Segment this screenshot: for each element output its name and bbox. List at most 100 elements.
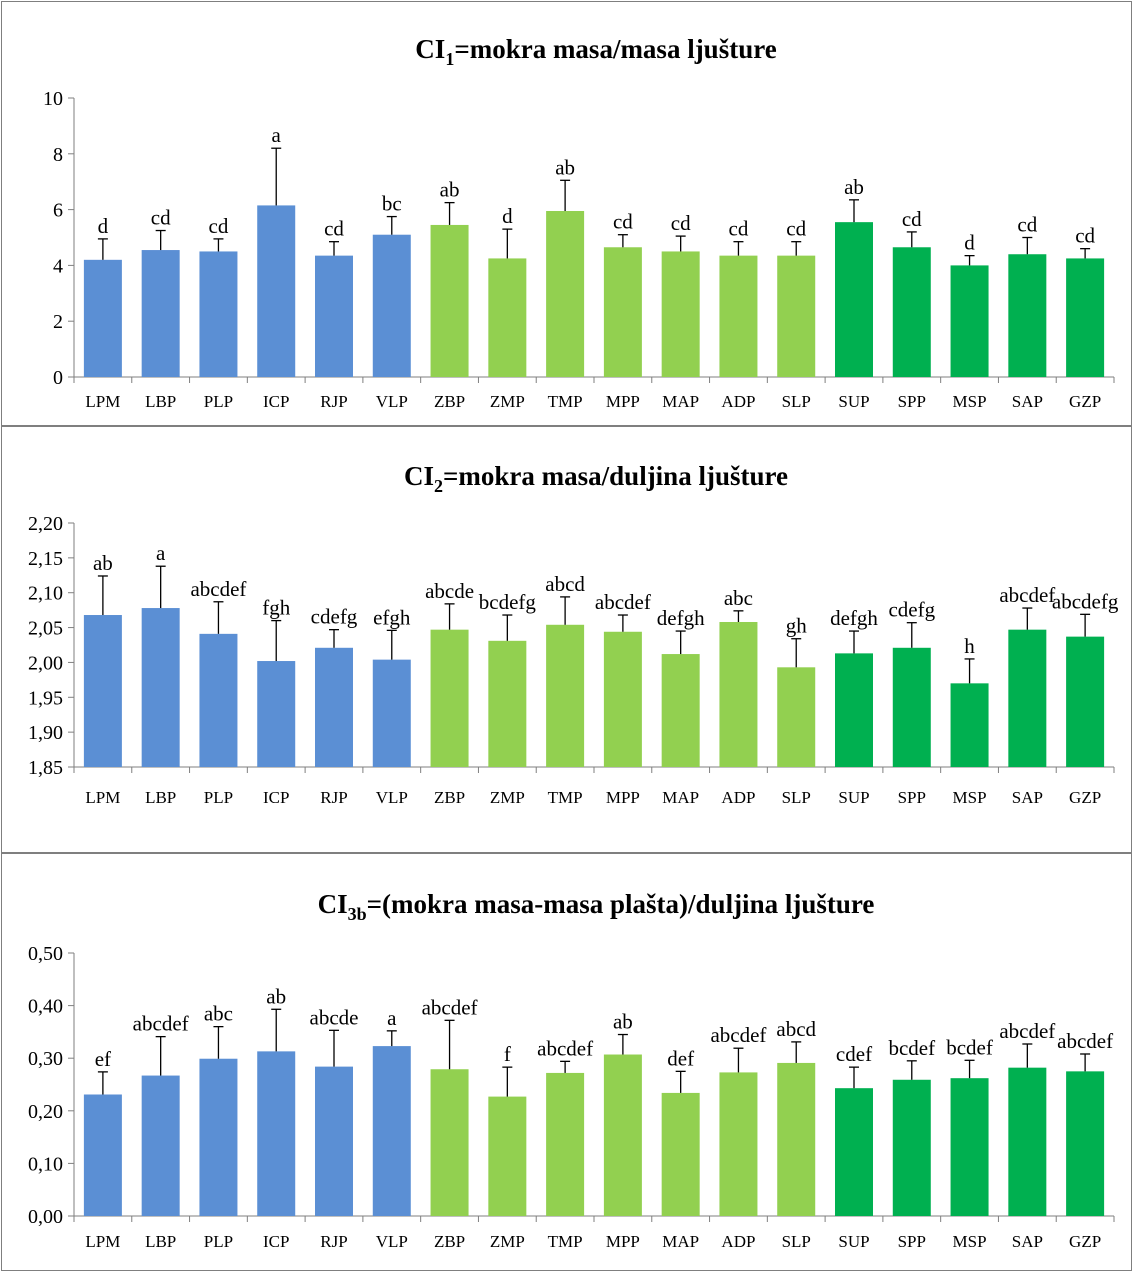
category-label: GZP [1069, 1232, 1101, 1251]
y-tick-label: 1,85 [28, 757, 63, 779]
category-label: SPP [898, 392, 926, 411]
category-label: PLP [204, 788, 233, 807]
category-label: LBP [145, 788, 176, 807]
bar-adp [719, 621, 758, 767]
category-label: ICP [263, 788, 289, 807]
significance-label: efgh [373, 605, 411, 629]
bar-msp [950, 683, 989, 767]
y-tick-label: 2,05 [28, 618, 63, 640]
category-label: SAP [1012, 392, 1043, 411]
category-label: SPP [898, 788, 926, 807]
significance-label: f [504, 1042, 511, 1066]
significance-label: bcdef [946, 1035, 993, 1059]
bar-slp [777, 667, 816, 767]
significance-label: bcdef [888, 1036, 935, 1060]
significance-label: cd [151, 206, 171, 230]
bar-lpm [83, 615, 122, 767]
bar-tmp [546, 1072, 585, 1216]
category-label: VLP [376, 392, 408, 411]
y-tick-label: 4 [53, 255, 63, 277]
significance-label: ab [555, 155, 575, 179]
category-label: SLP [782, 788, 811, 807]
significance-label: a [387, 1006, 397, 1030]
significance-label: abcdef [190, 577, 246, 601]
y-tick-label: 2,10 [28, 583, 63, 605]
category-label: MPP [606, 1232, 640, 1251]
y-tick-label: 10 [43, 88, 63, 110]
significance-label: cd [1017, 213, 1037, 237]
bar-sap [1008, 254, 1047, 377]
y-tick-label: 8 [53, 144, 63, 166]
category-label: MAP [662, 392, 699, 411]
significance-label: abcdef [422, 995, 478, 1019]
bar-zbp [430, 629, 469, 767]
significance-label: cdefg [311, 605, 358, 629]
category-label: SAP [1012, 788, 1043, 807]
category-label: ZBP [434, 788, 465, 807]
significance-label: abcdef [133, 1012, 189, 1036]
bar-sap [1008, 629, 1047, 767]
significance-label: ab [93, 551, 113, 575]
significance-label: fgh [262, 596, 290, 620]
chart-title: CI1=mokra masa/masa ljušture [415, 34, 776, 69]
category-label: PLP [204, 1232, 233, 1251]
significance-label: cdefg [888, 598, 935, 622]
significance-label: abcdef [1057, 1029, 1113, 1053]
bar-zmp [488, 640, 527, 767]
category-label: VLP [376, 788, 408, 807]
category-label: LBP [145, 392, 176, 411]
bar-tmp [546, 624, 585, 767]
bar-gzp [1066, 1071, 1105, 1216]
category-label: ZBP [434, 1232, 465, 1251]
significance-label: abcd [776, 1017, 816, 1041]
category-label: ICP [263, 1232, 289, 1251]
category-label: SLP [782, 1232, 811, 1251]
category-label: RJP [320, 1232, 347, 1251]
significance-label: cd [786, 217, 806, 241]
significance-label: a [272, 123, 282, 147]
category-label: ADP [721, 392, 755, 411]
category-label: SUP [838, 788, 869, 807]
bar-gzp [1066, 636, 1105, 767]
category-label: TMP [548, 1232, 583, 1251]
chart-panel-ci2: CI2=mokra masa/duljina ljušture 1,85 1,90 1… [1, 426, 1132, 853]
significance-label: ab [844, 175, 864, 199]
bar-slp [777, 255, 816, 377]
chart-ci1: CI1=mokra masa/masa ljušture 0 2 4 6 8 10 d LPM c… [43, 34, 1115, 411]
bar-vlp [372, 1046, 411, 1216]
bar-sap [1008, 1067, 1047, 1216]
chart-ci2: CI2=mokra masa/duljina ljušture 1,85 1,90 1… [28, 461, 1119, 807]
category-label: MPP [606, 392, 640, 411]
significance-label: cd [613, 210, 633, 234]
bar-map [661, 251, 700, 377]
category-label: SUP [838, 1232, 869, 1251]
category-label: RJP [320, 788, 347, 807]
category-label: MSP [953, 788, 987, 807]
chart-ci3b: CI3b=(mokra masa-masa plašta)/duljina lj… [28, 889, 1115, 1251]
significance-label: cd [729, 217, 749, 241]
y-tick-label: 0,10 [28, 1153, 63, 1175]
y-tick-label: 0,20 [28, 1101, 63, 1123]
significance-label: a [156, 541, 166, 565]
bar-zbp [430, 1069, 469, 1216]
significance-label: cd [671, 211, 691, 235]
significance-label: abcdef [595, 590, 651, 614]
bar-tmp [546, 210, 585, 377]
chart-title: CI3b=(mokra masa-masa plašta)/duljina lj… [318, 889, 875, 924]
category-label: MPP [606, 788, 640, 807]
significance-label: abcdef [999, 1019, 1055, 1043]
bar-spp [892, 1079, 931, 1216]
y-tick-label: 2,00 [28, 652, 63, 674]
significance-label: defgh [657, 606, 705, 630]
significance-label: bcdefg [479, 590, 537, 614]
significance-label: cd [209, 214, 229, 238]
bar-gzp [1066, 258, 1105, 377]
y-tick-label: 0,30 [28, 1048, 63, 1070]
bar-icp [257, 205, 296, 377]
significance-label: abcdef [537, 1036, 593, 1060]
y-tick-label: 2,15 [28, 548, 63, 570]
category-label: MSP [953, 392, 987, 411]
category-label: GZP [1069, 392, 1101, 411]
category-label: SUP [838, 392, 869, 411]
bar-adp [719, 255, 758, 377]
